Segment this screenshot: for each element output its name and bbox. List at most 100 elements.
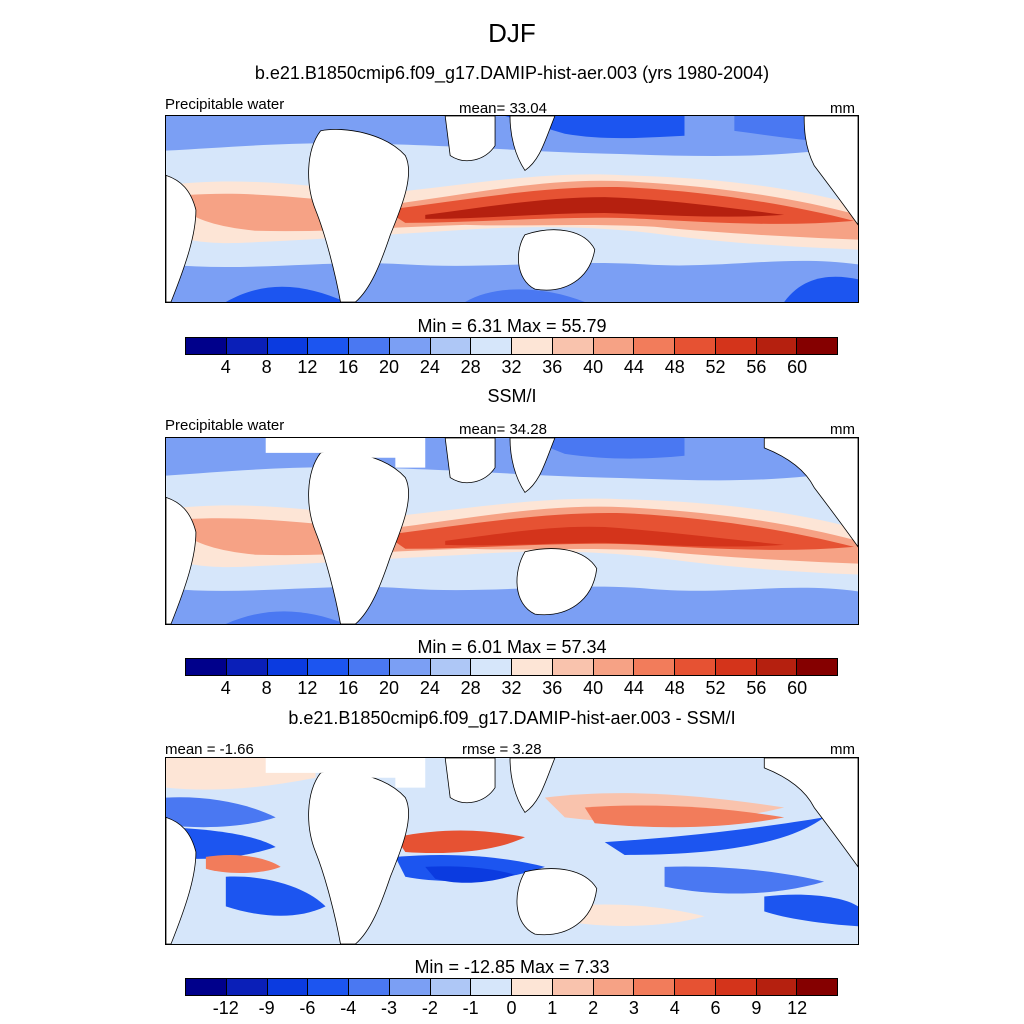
colorbar-tick-label: 36 [542, 678, 563, 698]
panel3-minmax: Min = -12.85 Max = 7.33 [414, 957, 610, 977]
colorbar-swatch [267, 659, 309, 675]
colorbar-tick-label: 48 [664, 357, 685, 377]
colorbar-swatch [349, 979, 390, 995]
colorbar-swatch [552, 338, 594, 354]
colorbar-tick-label: 36 [542, 357, 563, 377]
panel3-units-label: mm [830, 741, 855, 758]
colorbar-swatch [471, 338, 512, 354]
colorbar-swatch [389, 338, 431, 354]
panel2-colorbar [185, 658, 838, 676]
colorbar-swatch [675, 338, 716, 354]
colorbar-tick-label: 20 [379, 678, 400, 698]
colorbar-tick-label: -2 [421, 998, 438, 1018]
colorbar-tick-label: 8 [261, 678, 272, 698]
colorbar-swatch [267, 338, 309, 354]
colorbar-tick-label: 24 [419, 357, 440, 377]
colorbar-tick-label: 16 [338, 357, 359, 377]
colorbar-swatch [634, 659, 675, 675]
colorbar-tick-label: -12 [212, 998, 239, 1018]
colorbar-swatch [471, 659, 512, 675]
panel2-colorbar-ticks: 4 8 12 16 20 24 28 32 36 40 44 48 52 56 60 [185, 678, 838, 700]
panel1-variable-label: Precipitable water [165, 96, 285, 113]
colorbar-tick-label: 16 [338, 678, 359, 698]
colorbar-tick-label: 52 [705, 357, 726, 377]
colorbar-tick-label: 0 [506, 998, 517, 1018]
colorbar-swatch [797, 979, 837, 995]
figure-title: DJF [488, 18, 536, 48]
panel1-map [165, 115, 859, 303]
colorbar-tick-label: 1 [547, 998, 558, 1018]
panel1-colorbar [185, 337, 838, 355]
panel2-map [165, 437, 859, 625]
colorbar-tick-label: 32 [501, 678, 522, 698]
colorbar-tick-label: 12 [787, 998, 808, 1018]
colorbar-swatch [226, 979, 268, 995]
colorbar-swatch [430, 659, 472, 675]
colorbar-tick-label: 52 [705, 678, 726, 698]
colorbar-swatch [552, 979, 594, 995]
panel1-colorbar-ticks: 4 8 12 16 20 24 28 32 36 40 44 48 52 56 60 [185, 357, 838, 379]
colorbar-tick-label: 4 [220, 678, 231, 698]
colorbar-swatch [512, 338, 553, 354]
colorbar-tick-label: 20 [379, 357, 400, 377]
colorbar-swatch [186, 659, 227, 675]
panel3-rmse-label: rmse = 3.28 [462, 741, 542, 758]
colorbar-swatch [756, 338, 798, 354]
panel2-mean-label: mean= 34.28 [459, 421, 547, 438]
colorbar-swatch [634, 338, 675, 354]
colorbar-swatch [430, 338, 472, 354]
colorbar-swatch [593, 979, 635, 995]
panel1-title: b.e21.B1850cmip6.f09_g17.DAMIP-hist-aer.… [254, 63, 770, 83]
colorbar-tick-label: 56 [746, 357, 767, 377]
panel3-colorbar-ticks: -12 -9 -6 -4 -3 -2 -1 0 1 2 3 4 6 9 12 [185, 998, 838, 1020]
panel2-units-label: mm [830, 421, 855, 438]
panel3-mean-label: mean = -1.66 [165, 741, 254, 758]
colorbar-swatch [634, 979, 675, 995]
colorbar-swatch [756, 979, 798, 995]
colorbar-swatch [186, 338, 227, 354]
colorbar-swatch [715, 659, 757, 675]
colorbar-tick-label: 6 [710, 998, 721, 1018]
colorbar-swatch [512, 979, 553, 995]
colorbar-tick-label: 40 [583, 678, 604, 698]
colorbar-tick-label: -4 [340, 998, 357, 1018]
panel3-map [165, 757, 859, 945]
colorbar-tick-label: -1 [462, 998, 479, 1018]
panel1-minmax: Min = 6.31 Max = 55.79 [417, 316, 607, 336]
colorbar-swatch [675, 659, 716, 675]
colorbar-swatch [389, 659, 431, 675]
colorbar-swatch [308, 659, 349, 675]
colorbar-tick-label: 60 [787, 357, 808, 377]
colorbar-swatch [593, 659, 635, 675]
colorbar-tick-label: 12 [297, 357, 318, 377]
colorbar-swatch [512, 659, 553, 675]
panel3-colorbar [185, 978, 838, 996]
colorbar-swatch [308, 338, 349, 354]
colorbar-swatch [715, 338, 757, 354]
panel2-title: SSM/I [487, 386, 537, 406]
colorbar-tick-label: 12 [297, 678, 318, 698]
colorbar-swatch [797, 338, 837, 354]
colorbar-swatch [552, 659, 594, 675]
colorbar-swatch [226, 659, 268, 675]
colorbar-tick-label: 4 [669, 998, 680, 1018]
colorbar-swatch [593, 338, 635, 354]
colorbar-swatch [756, 659, 798, 675]
colorbar-tick-label: 44 [623, 357, 644, 377]
colorbar-swatch [389, 979, 431, 995]
colorbar-swatch [797, 659, 837, 675]
colorbar-swatch [226, 338, 268, 354]
colorbar-tick-label: 9 [751, 998, 762, 1018]
colorbar-swatch [186, 979, 227, 995]
panel1-mean-label: mean= 33.04 [459, 100, 547, 117]
panel2-minmax: Min = 6.01 Max = 57.34 [417, 637, 607, 657]
colorbar-tick-label: 2 [588, 998, 599, 1018]
colorbar-tick-label: 24 [419, 678, 440, 698]
colorbar-tick-label: 4 [220, 357, 231, 377]
colorbar-swatch [267, 979, 309, 995]
colorbar-tick-label: -9 [258, 998, 275, 1018]
colorbar-swatch [471, 979, 512, 995]
panel3-title: b.e21.B1850cmip6.f09_g17.DAMIP-hist-aer.… [288, 708, 736, 728]
colorbar-tick-label: 48 [664, 678, 685, 698]
colorbar-tick-label: 8 [261, 357, 272, 377]
